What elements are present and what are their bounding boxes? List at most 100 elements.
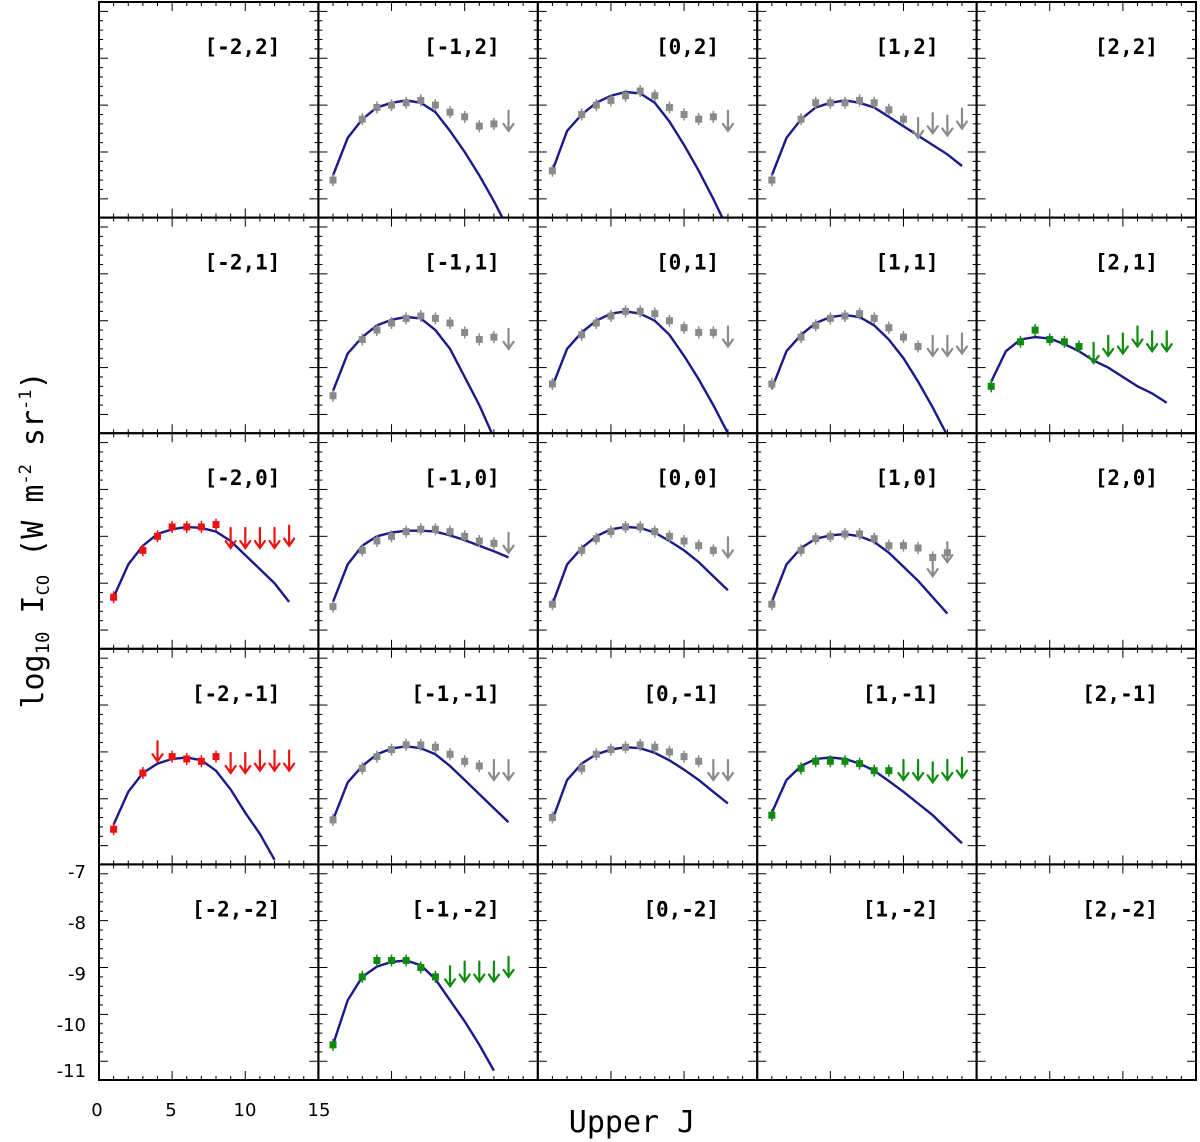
- x-tick-10: 10: [234, 1100, 257, 1121]
- panel: [1,-1]: [756, 647, 978, 866]
- panel: [0,-2]: [536, 863, 759, 1082]
- model-curve: [331, 315, 494, 434]
- panel: [-1,-1]: [317, 647, 539, 866]
- upper-limit-arrow: [458, 960, 471, 984]
- panel-ticks: [976, 433, 1197, 649]
- panel-frame: [756, 216, 978, 435]
- panel-label: [-2,-2]: [192, 897, 281, 921]
- upper-limit-arrow: [1146, 330, 1159, 354]
- data-point: [417, 741, 425, 749]
- data-point: [841, 312, 849, 320]
- data-point: [373, 103, 381, 111]
- data-point: [461, 532, 469, 540]
- data-point: [899, 333, 907, 341]
- data-point: [665, 317, 673, 325]
- upper-limit-arrow: [941, 114, 954, 138]
- data-point: [899, 542, 907, 550]
- panel-label: [2,-1]: [1082, 682, 1158, 706]
- data-point: [168, 753, 176, 761]
- data-point: [431, 525, 439, 533]
- upper-limit-arrow: [941, 758, 954, 782]
- data-point: [826, 99, 834, 107]
- data-point: [1060, 338, 1068, 346]
- panel: [1,1]: [756, 216, 978, 435]
- data-point: [636, 87, 644, 95]
- panel-plot-area: [329, 738, 515, 826]
- panel-plot-area: [768, 527, 954, 615]
- panel-frame: [756, 432, 978, 650]
- data-point: [651, 528, 659, 536]
- panel: [-2,-1]: [98, 647, 320, 866]
- upper-limit-arrow: [283, 524, 296, 548]
- data-point: [797, 546, 805, 554]
- data-point: [870, 535, 878, 543]
- panel-label: [2,2]: [1095, 35, 1158, 59]
- data-point: [768, 811, 776, 819]
- panel: [2,-2]: [975, 863, 1197, 1082]
- panel-label: [0,-2]: [643, 897, 719, 921]
- model-curve: [770, 756, 963, 845]
- data-point: [622, 743, 630, 751]
- data-point: [168, 523, 176, 531]
- panel-label: [2,0]: [1095, 466, 1158, 490]
- data-point: [461, 113, 469, 121]
- data-point: [548, 814, 556, 822]
- data-point: [622, 92, 630, 100]
- data-point: [329, 1041, 337, 1049]
- data-point: [402, 99, 410, 107]
- data-point: [607, 528, 615, 536]
- panel: [-2,1]: [98, 216, 320, 435]
- data-point: [490, 539, 498, 547]
- model-curve: [770, 313, 948, 434]
- panel: [2,2]: [975, 1, 1197, 219]
- x-tick-0: 0: [91, 1100, 102, 1121]
- upper-limit-arrow: [253, 526, 266, 550]
- upper-limit-arrow: [239, 526, 252, 550]
- data-point: [548, 380, 556, 388]
- panel-frame: [975, 1, 1197, 219]
- data-point: [870, 767, 878, 775]
- panel-ticks: [537, 433, 758, 649]
- upper-limit-arrow: [911, 116, 925, 140]
- data-point: [388, 532, 396, 540]
- data-point: [139, 769, 147, 777]
- data-point: [607, 312, 615, 320]
- y-tick-m11: -11: [57, 1061, 86, 1082]
- model-curve: [112, 525, 291, 603]
- panel: [-2,0]: [98, 432, 320, 650]
- upper-limit-arrow: [443, 965, 457, 989]
- panel-label: [1,-2]: [863, 897, 939, 921]
- data-point: [826, 757, 834, 765]
- panel-ticks: [317, 217, 539, 434]
- upper-limit-arrow: [239, 751, 252, 775]
- data-point: [636, 523, 644, 531]
- data-point: [826, 532, 834, 540]
- upper-limit-arrow: [1116, 332, 1129, 356]
- data-point: [885, 542, 893, 550]
- data-point: [651, 92, 659, 100]
- data-point: [812, 757, 820, 765]
- data-point: [548, 167, 556, 175]
- data-point: [680, 537, 688, 545]
- model-curve: [331, 959, 495, 1072]
- x-axis-title: Upper J: [569, 1105, 695, 1140]
- data-point: [461, 328, 469, 336]
- data-point: [797, 333, 805, 341]
- data-point: [592, 319, 600, 327]
- data-point: [768, 600, 776, 608]
- data-point: [1075, 342, 1083, 350]
- panel-label: [-2,0]: [205, 466, 281, 490]
- data-point: [797, 115, 805, 123]
- data-point: [695, 542, 703, 550]
- data-point: [885, 767, 893, 775]
- panel-plot-area: [329, 94, 515, 218]
- panel-ticks: [537, 2, 758, 218]
- data-point: [695, 115, 703, 123]
- data-point: [870, 314, 878, 322]
- data-point: [914, 342, 922, 350]
- data-point: [183, 755, 191, 763]
- upper-limit-arrow: [224, 751, 237, 775]
- data-point: [812, 535, 820, 543]
- data-point: [373, 753, 381, 761]
- y-tick-labels: -7 -8 -9 -10 -11: [57, 862, 86, 1082]
